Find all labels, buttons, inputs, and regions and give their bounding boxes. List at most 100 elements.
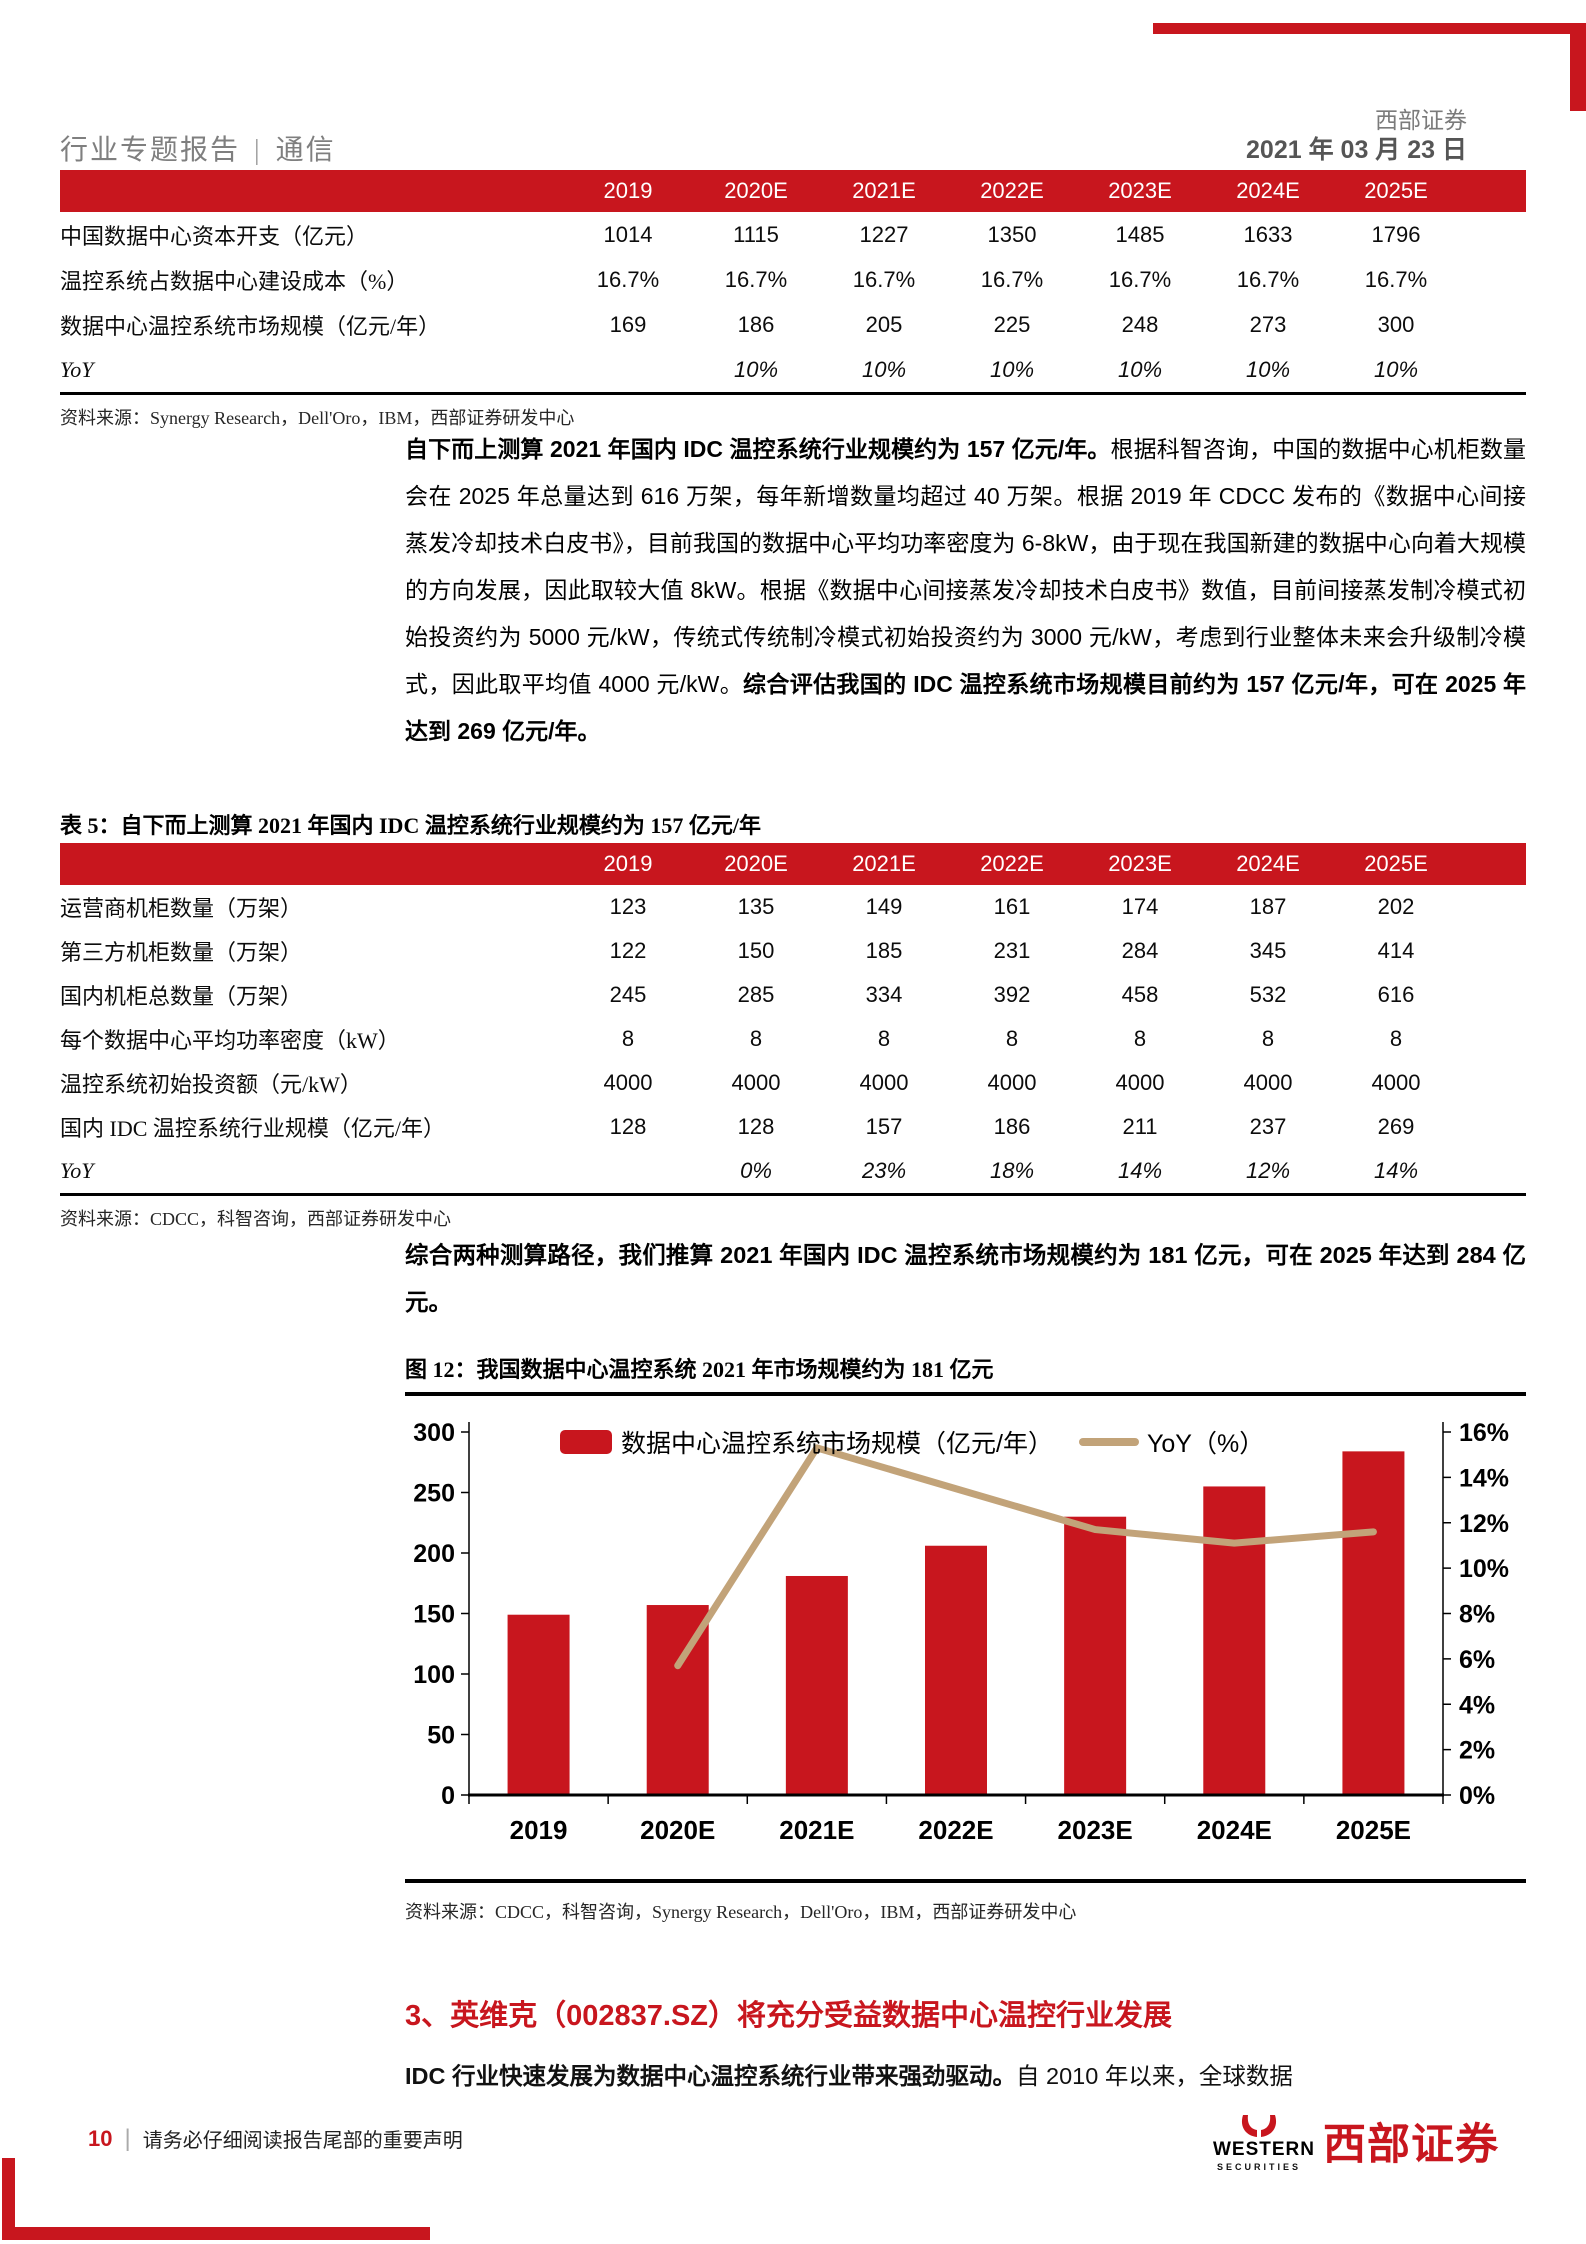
report-date: 2021 年 03 月 23 日 <box>1246 136 1467 164</box>
cell-value: 14% <box>1117 1158 1163 1183</box>
cell-value <box>564 1149 692 1195</box>
column-filler <box>1460 843 1526 885</box>
column-filler <box>1460 170 1526 212</box>
table-row: 运营商机柜数量（万架） 123 135 149 161 174 187 202 <box>60 885 1526 929</box>
cell-value: 185 <box>865 938 903 963</box>
row-label: 中国数据中心资本开支（亿元） <box>60 223 369 249</box>
right-tick-label: 8% <box>1459 1601 1495 1629</box>
para1-bold-start: 自下而上测算 2021 年国内 IDC 温控系统行业规模约为 157 亿元/年。 <box>405 436 1111 462</box>
cell-value: 122 <box>609 938 647 963</box>
right-tick-label: 6% <box>1459 1646 1495 1674</box>
right-tick-label: 2% <box>1459 1737 1495 1765</box>
cell-value: 187 <box>1249 894 1287 919</box>
table-header-row: 2019 2020E 2021E 2022E 2023E 2024E 2025E <box>60 843 1526 885</box>
bar <box>1203 1486 1266 1795</box>
top-right-bar-vertical <box>1570 23 1586 111</box>
cell-value: 8 <box>749 1026 763 1051</box>
column-header: 2021E <box>820 170 948 212</box>
cell-value: 150 <box>737 938 775 963</box>
right-tick-label: 0% <box>1459 1782 1495 1810</box>
column-header <box>60 843 564 885</box>
cell-value: 128 <box>737 1114 775 1139</box>
bar <box>1064 1516 1127 1795</box>
x-tick-label: 2022E <box>918 1815 993 1845</box>
cell-filler <box>1460 929 1526 973</box>
cell-value: 1350 <box>987 221 1037 247</box>
cell-value: 161 <box>993 894 1031 919</box>
right-tick-label: 14% <box>1459 1464 1509 1492</box>
column-header: 2019 <box>564 843 692 885</box>
row-label: 国内 IDC 温控系统行业规模（亿元/年） <box>60 1116 446 1141</box>
cell-value: 16.7% <box>852 266 916 292</box>
top-right-bar-horizontal <box>1153 23 1586 34</box>
x-tick-label: 2023E <box>1058 1815 1133 1845</box>
table-row: 温控系统初始投资额（元/kW） 4000 4000 4000 4000 4000 4000 4… <box>60 1061 1526 1105</box>
cell-value: 4000 <box>1115 1070 1165 1095</box>
right-tick-label: 16% <box>1459 1419 1509 1447</box>
cell-value: 18% <box>989 1158 1035 1183</box>
cell-value: 245 <box>609 982 647 1007</box>
report-type-header: 行业专题报告 | 通信 <box>60 128 336 168</box>
cell-value: 532 <box>1249 982 1287 1007</box>
cell-value: 16.7% <box>1364 266 1428 292</box>
cell-value: 237 <box>1249 1114 1287 1139</box>
row-label: 国内机柜总数量（万架） <box>60 984 303 1009</box>
bull-horns-icon <box>1241 2115 1277 2137</box>
cell-value: 392 <box>993 982 1031 1007</box>
left-tick-label: 100 <box>413 1661 455 1689</box>
table-bottom-up-estimate: 2019 2020E 2021E 2022E 2023E 2024E 2025E 运营商机柜… <box>60 843 1526 1231</box>
cell-value: 14% <box>1373 1158 1419 1183</box>
cell-value: 8 <box>1005 1026 1019 1051</box>
row-label: YoY <box>60 356 94 382</box>
left-tick-label: 50 <box>427 1722 455 1750</box>
x-tick-label: 2025E <box>1336 1815 1411 1845</box>
cell-value: 1014 <box>603 221 653 247</box>
left-tick-label: 200 <box>413 1540 455 1568</box>
cell-value: 4000 <box>1371 1070 1421 1095</box>
logo-western-text: WESTERN <box>1213 2139 1315 2160</box>
logo-chinese-text: 西部证券 <box>1323 2121 1499 2169</box>
cell-filler <box>1460 885 1526 929</box>
bar <box>1342 1451 1405 1795</box>
column-header: 2024E <box>1204 843 1332 885</box>
cell-value: 334 <box>865 982 903 1007</box>
cell-filler <box>1460 257 1526 302</box>
cell-value: 1485 <box>1115 221 1165 247</box>
cell-value: 8 <box>1261 1026 1275 1051</box>
cell-value: 414 <box>1377 938 1415 963</box>
cell-filler <box>1460 212 1526 257</box>
column-header: 2023E <box>1076 843 1204 885</box>
cell-value: 10% <box>733 356 779 382</box>
x-tick-label: 2021E <box>779 1815 854 1845</box>
cell-value: 269 <box>1377 1114 1415 1139</box>
table-row: 数据中心温控系统市场规模（亿元/年） 169 186 205 225 248 273 300 <box>60 302 1526 347</box>
table-row: 国内 IDC 温控系统行业规模（亿元/年） 128 128 157 186 211 237 2… <box>60 1105 1526 1149</box>
cell-value: 186 <box>993 1114 1031 1139</box>
column-header: 2021E <box>820 843 948 885</box>
cell-value: 285 <box>737 982 775 1007</box>
footer-disclaimer: 10 | 请务必仔细阅读报告尾部的重要声明 <box>88 2124 463 2153</box>
cell-value: 174 <box>1121 894 1159 919</box>
row-label: 每个数据中心平均功率密度（kW） <box>60 1028 400 1053</box>
row-label: 温控系统占数据中心建设成本（%） <box>60 268 409 294</box>
bar-line-chart: 0 50 100 150 200 250 300 0% 2% 4% 6% 8% 10% 12% 14% 16%… <box>413 1419 1509 1845</box>
page-number: 10 <box>88 2125 113 2151</box>
cell-value: 10% <box>989 356 1035 382</box>
cell-value: 16.7% <box>596 266 660 292</box>
row-label: 第三方机柜数量（万架） <box>60 940 303 965</box>
table: 2019 2020E 2021E 2022E 2023E 2024E 2025E 中国数据中… <box>60 170 1526 395</box>
report-type: 行业专题报告 <box>60 135 241 166</box>
section-3-lead: IDC 行业快速发展为数据中心温控系统行业带来强劲驱动。自 2010 年以来，全… <box>405 2056 1526 2096</box>
cell-value: 149 <box>865 894 903 919</box>
cell-value <box>564 347 692 394</box>
cell-value: 4000 <box>731 1070 781 1095</box>
cell-value: 202 <box>1377 894 1415 919</box>
cell-value: 345 <box>1249 938 1287 963</box>
right-tick-label: 12% <box>1459 1510 1509 1538</box>
table-row: YoY 10% 10% 10% 10% 10% 10% <box>60 347 1526 394</box>
cell-value: 16.7% <box>1108 266 1172 292</box>
cell-value: 273 <box>1249 311 1287 337</box>
cell-value: 186 <box>737 311 775 337</box>
logo-english-block: WESTERN SECURITIES <box>1213 2114 1315 2172</box>
